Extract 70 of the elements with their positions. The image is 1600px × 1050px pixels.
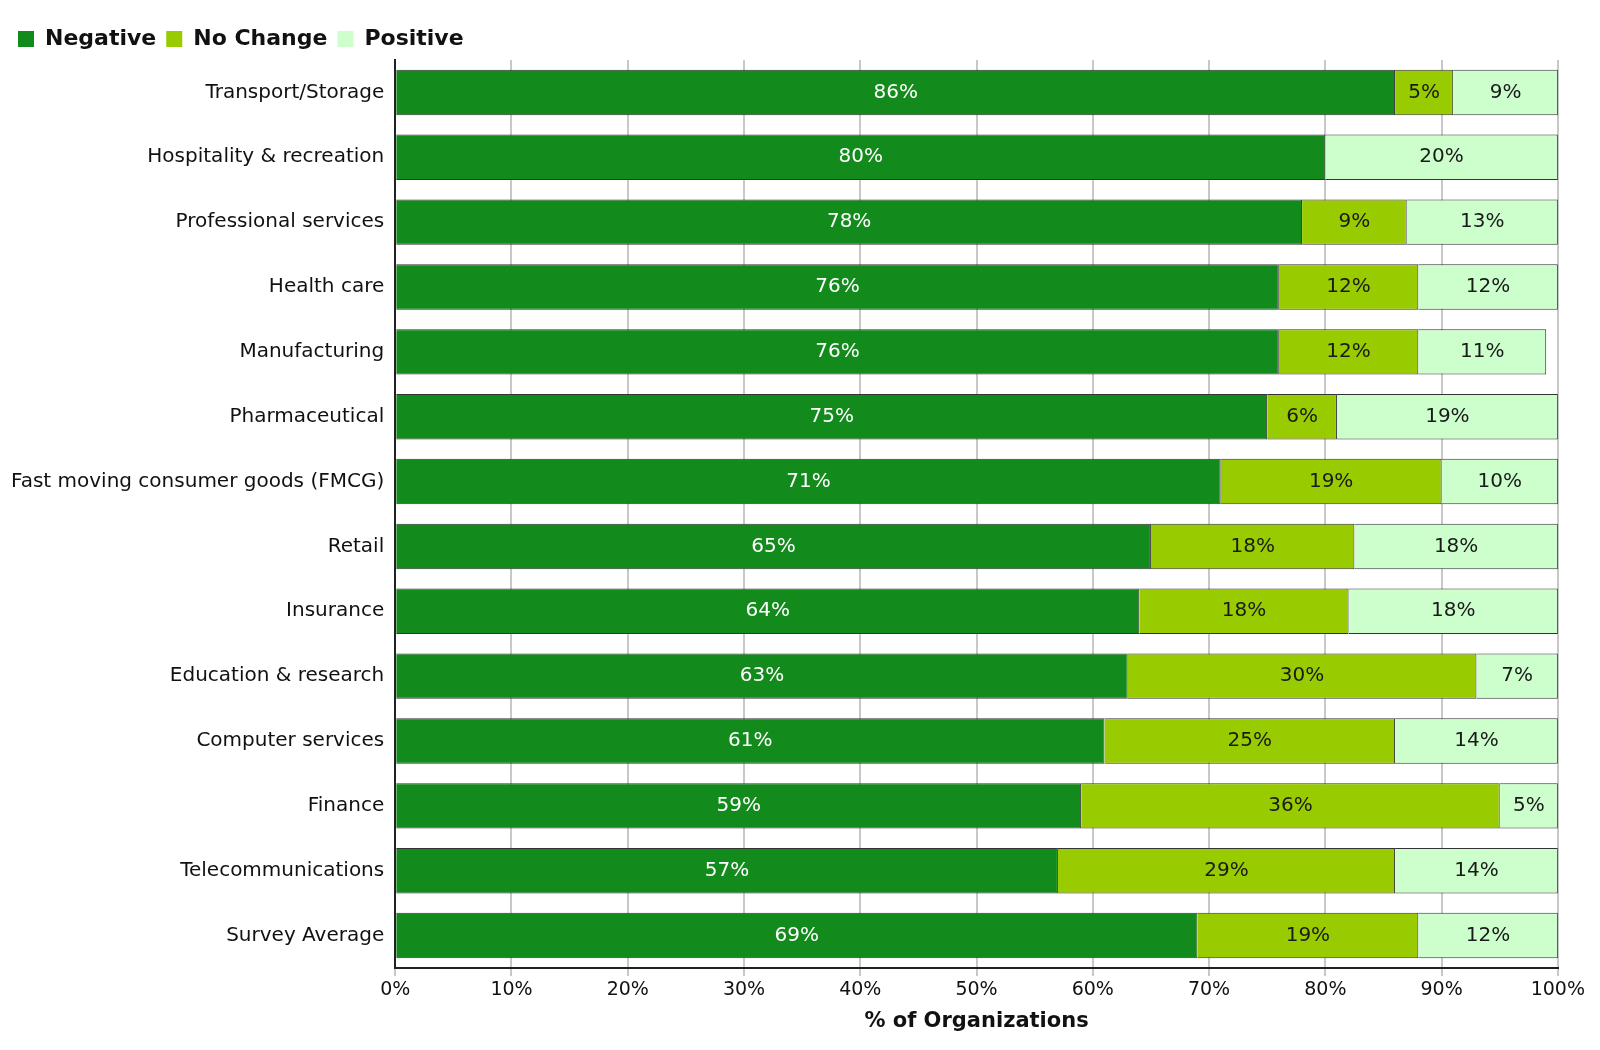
data-label: 12%	[1326, 273, 1371, 298]
legend-label: Positive	[364, 24, 464, 50]
data-label: 61%	[728, 727, 773, 752]
x-tick-label: 50%	[955, 977, 998, 1000]
y-tick-label: Transport/Storage	[204, 78, 385, 103]
y-tick-label: Computer services	[196, 727, 385, 752]
data-label: 25%	[1227, 727, 1272, 752]
data-label: 12%	[1326, 338, 1371, 363]
y-tick-label: Retail	[327, 532, 385, 557]
data-label: 11%	[1460, 338, 1505, 363]
data-label: 19%	[1285, 921, 1331, 946]
y-tick-label: Telecommunications	[179, 856, 385, 881]
data-label: 76%	[815, 338, 860, 363]
data-label: 19%	[1425, 402, 1470, 427]
x-tick-label: 10%	[490, 977, 533, 1000]
data-label: 18%	[1230, 532, 1275, 557]
data-label: 86%	[873, 78, 918, 103]
legend-label: Negative	[45, 24, 157, 50]
y-tick-label: Hospitality & recreation	[147, 143, 385, 168]
data-label: 18%	[1430, 597, 1476, 622]
x-tick-label: 60%	[1071, 977, 1114, 1000]
x-tick-label: 20%	[606, 977, 649, 1000]
data-label: 5%	[1408, 78, 1441, 103]
y-tick-label: Survey Average	[226, 921, 385, 946]
y-tick-label: Insurance	[286, 597, 385, 622]
data-label: 20%	[1419, 143, 1464, 168]
data-label: 63%	[739, 662, 785, 687]
data-label: 30%	[1279, 662, 1325, 687]
data-label: 6%	[1286, 402, 1318, 427]
data-label: 64%	[745, 597, 790, 622]
data-label: 80%	[838, 143, 883, 168]
y-tick-label: Pharmaceutical	[229, 402, 385, 427]
data-label: 12%	[1465, 273, 1511, 298]
data-label: 29%	[1204, 856, 1249, 881]
data-label: 18%	[1221, 597, 1267, 622]
x-tick-label: 30%	[722, 977, 766, 1000]
x-tick-label: 40%	[839, 977, 882, 1000]
data-label: 14%	[1454, 727, 1499, 752]
data-label: 69%	[774, 921, 820, 946]
x-tick-label: 70%	[1187, 977, 1231, 1000]
y-tick-label: Education & research	[169, 662, 385, 687]
data-label: 5%	[1512, 792, 1545, 817]
data-label: 12%	[1465, 921, 1511, 946]
data-label: 9%	[1338, 208, 1371, 233]
y-tick-label: Health care	[268, 273, 385, 298]
legend-label: No Change	[193, 24, 328, 50]
data-label: 36%	[1268, 792, 1313, 817]
data-label: 57%	[704, 856, 750, 881]
x-tick-label: 100%	[1530, 977, 1585, 1000]
data-label: 76%	[815, 273, 860, 298]
data-label: 13%	[1460, 208, 1505, 233]
data-label: 18%	[1433, 532, 1479, 557]
data-label: 65%	[751, 532, 796, 557]
data-label: 19%	[1308, 467, 1354, 492]
data-label: 9%	[1489, 78, 1522, 103]
x-tick-label: 90%	[1420, 977, 1463, 1000]
x-tick-label: 0%	[380, 977, 411, 1000]
data-label: 7%	[1501, 662, 1534, 687]
data-label: 71%	[786, 467, 831, 492]
y-tick-label: Professional services	[175, 208, 385, 233]
y-tick-label: Fast moving consumer goods (FMCG)	[10, 467, 385, 492]
data-label: 14%	[1454, 856, 1499, 881]
x-tick-label: 80%	[1304, 977, 1347, 1000]
data-label: 59%	[716, 792, 761, 817]
x-axis-title: % of Organizations	[864, 1007, 1089, 1032]
data-label: 78%	[826, 208, 872, 233]
data-label: 75%	[809, 402, 854, 427]
y-tick-label: Finance	[307, 792, 385, 817]
y-tick-label: Manufacturing	[239, 338, 385, 363]
data-label: 10%	[1477, 467, 1522, 492]
